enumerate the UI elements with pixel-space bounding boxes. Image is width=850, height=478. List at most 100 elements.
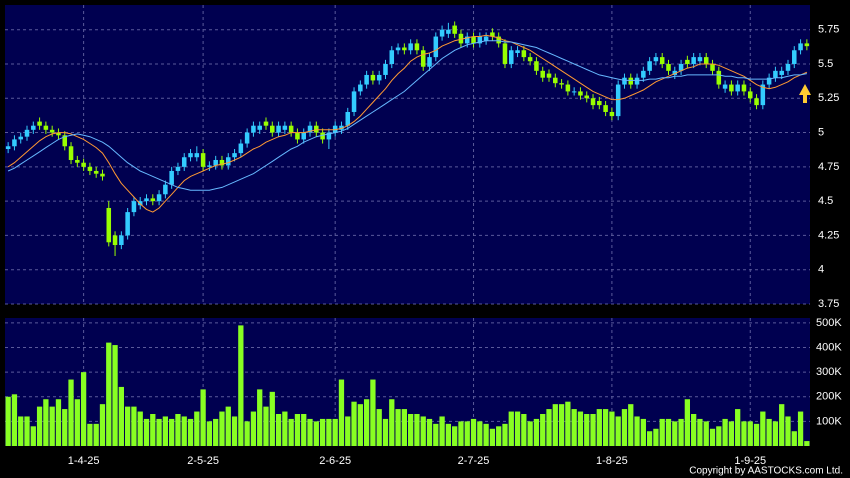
volume-bar	[609, 411, 615, 446]
volume-bar	[772, 421, 779, 446]
candle-body	[112, 235, 118, 246]
volume-bar	[785, 416, 791, 446]
candle-body	[263, 121, 269, 126]
candle-body	[339, 125, 344, 130]
volume-bar	[565, 401, 571, 446]
candle-body	[766, 77, 772, 85]
volume-bar	[62, 409, 68, 446]
volume-bar	[162, 416, 169, 446]
candle-body	[515, 50, 520, 54]
volume-bar	[55, 399, 62, 446]
candle-body	[628, 77, 634, 85]
volume-bar	[143, 418, 150, 446]
volume-bar	[219, 411, 225, 446]
volume-bar	[282, 411, 288, 446]
volume-bar	[257, 389, 263, 446]
volume-bar	[426, 418, 433, 446]
candle-body	[225, 157, 231, 166]
volume-bar	[231, 416, 238, 446]
candle-body	[358, 84, 363, 92]
candle-body	[301, 132, 306, 140]
volume-bar	[433, 423, 439, 446]
candle-body	[370, 74, 376, 81]
volume-bar	[137, 411, 143, 446]
candle-body	[502, 43, 508, 64]
volume-bar	[80, 372, 87, 446]
volume-bar	[508, 411, 514, 446]
volume-bar	[540, 414, 546, 446]
volume-bar	[628, 404, 634, 446]
candle-body	[402, 47, 407, 51]
candle-body	[87, 166, 93, 171]
volume-bar	[458, 421, 464, 446]
candle-body	[169, 170, 174, 185]
volume-bar	[319, 418, 326, 446]
volume-bar	[766, 418, 772, 446]
candle-body	[659, 57, 665, 64]
candle-body	[414, 43, 420, 51]
volume-bar	[338, 379, 345, 446]
candle-body	[483, 36, 489, 41]
volume-bar	[156, 418, 162, 446]
price-panel	[5, 5, 810, 304]
volume-bar	[747, 421, 753, 446]
candle-body	[5, 146, 11, 150]
volume-bar	[345, 416, 351, 446]
candle-body	[213, 159, 218, 166]
volume-bar	[150, 414, 156, 446]
candle-body	[276, 125, 281, 133]
candle-body	[150, 198, 156, 202]
volume-bar	[496, 426, 502, 446]
ma-line	[7, 40, 808, 191]
volume-bar	[615, 416, 621, 446]
volume-bar	[797, 411, 804, 446]
candle-body	[314, 125, 319, 133]
candle-body	[678, 63, 684, 71]
volume-bar	[363, 399, 370, 446]
candle-body	[238, 143, 244, 154]
volume-bar	[244, 421, 250, 446]
candle-body	[288, 125, 294, 133]
volume-bar	[99, 404, 106, 446]
ma-line	[7, 34, 808, 213]
volume-bar	[395, 409, 401, 446]
volume-bar	[213, 418, 219, 446]
candle-body	[716, 70, 722, 85]
volume-bar	[621, 409, 628, 446]
candle-body	[653, 57, 659, 62]
candle-body	[345, 111, 351, 126]
volume-bar	[753, 423, 760, 446]
volume-bar	[716, 426, 722, 446]
volume-bar	[634, 416, 640, 446]
volume-bar	[24, 416, 30, 446]
volume-bar	[206, 421, 213, 446]
candle-body	[792, 50, 797, 64]
candle-body	[710, 63, 715, 71]
candle-body	[119, 235, 124, 246]
y-tick-label: 4.75	[818, 161, 839, 173]
x-tick-label: 2-7-25	[458, 455, 490, 467]
candle-body	[464, 36, 470, 44]
volume-bar	[546, 409, 552, 446]
candle-body	[534, 61, 539, 71]
candle-body	[81, 162, 86, 167]
volume-bar	[672, 421, 678, 446]
copyright: Copyright by AASTOCKS.com Ltd.	[689, 466, 843, 477]
volume-bar	[804, 441, 810, 446]
candle-body	[181, 157, 187, 167]
candle-body	[125, 212, 130, 236]
candle-body	[615, 84, 621, 117]
candle-body	[156, 194, 162, 202]
volume-bar	[5, 396, 11, 446]
candle-body	[31, 125, 36, 130]
candle-body	[603, 105, 608, 112]
candle-body	[200, 153, 206, 167]
volume-bar	[263, 406, 269, 446]
volume-bar	[93, 423, 99, 446]
candle-body	[634, 77, 640, 85]
candle-body	[219, 159, 225, 166]
volume-bar	[225, 406, 231, 446]
volume-bar	[414, 414, 420, 446]
volume-bar	[470, 418, 477, 446]
